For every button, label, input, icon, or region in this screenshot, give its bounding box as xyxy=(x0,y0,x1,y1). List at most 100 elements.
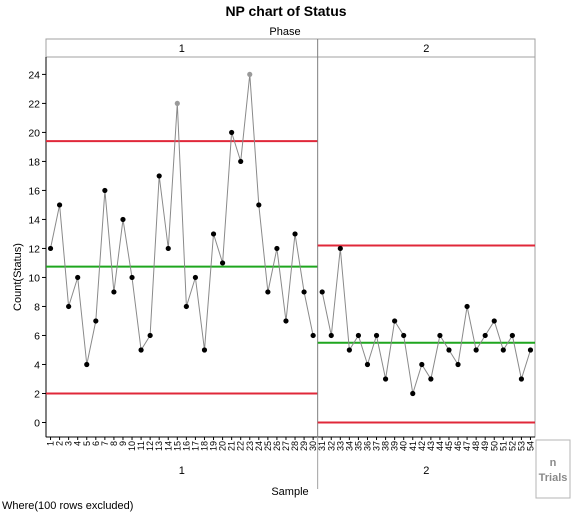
x-tick-label: 38 xyxy=(381,441,391,451)
x-tick-label: 19 xyxy=(209,441,219,451)
data-point xyxy=(337,245,343,252)
x-tick-label: 34 xyxy=(344,441,354,451)
phase-header-label: 2 xyxy=(423,43,429,55)
data-point xyxy=(84,361,90,368)
phase-axis-label: 2 xyxy=(423,465,429,477)
n-trials-box xyxy=(535,439,571,499)
data-point xyxy=(256,202,262,208)
x-tick-label: 1 xyxy=(46,441,56,446)
y-tick-label: 22 xyxy=(28,98,40,110)
x-tick-label: 48 xyxy=(471,441,481,451)
x-axis-label: Sample xyxy=(271,486,308,498)
data-point xyxy=(301,289,307,295)
x-tick-label: 47 xyxy=(462,441,472,451)
x-tick-label: 32 xyxy=(326,441,336,451)
x-tick-label: 15 xyxy=(172,441,182,451)
data-point xyxy=(219,260,226,266)
data-point xyxy=(201,347,208,353)
data-point xyxy=(47,245,54,252)
data-point xyxy=(473,347,479,353)
data-point xyxy=(292,231,298,237)
data-point xyxy=(310,332,316,339)
y-tick-label: 8 xyxy=(34,301,40,313)
data-point xyxy=(419,361,425,368)
x-tick-label: 20 xyxy=(218,441,228,451)
data-point xyxy=(183,303,189,310)
data-point xyxy=(428,376,434,382)
y-tick-label: 10 xyxy=(28,272,40,284)
data-point xyxy=(66,303,72,310)
x-tick-label: 51 xyxy=(498,441,508,451)
data-point xyxy=(129,274,135,281)
data-point xyxy=(274,245,280,252)
group-title: Phase xyxy=(269,26,300,38)
x-tick-label: 37 xyxy=(372,441,382,451)
x-tick-label: 7 xyxy=(100,441,110,446)
data-point xyxy=(464,303,470,310)
data-point xyxy=(247,71,253,78)
data-point xyxy=(147,332,153,339)
x-tick-label: 54 xyxy=(526,441,536,451)
data-point xyxy=(401,332,407,339)
x-tick-label: 5 xyxy=(82,441,92,446)
x-tick-label: 6 xyxy=(91,441,101,446)
x-tick-label: 33 xyxy=(335,441,345,451)
data-point xyxy=(527,347,534,353)
data-point xyxy=(229,129,235,136)
x-tick-label: 14 xyxy=(163,441,173,451)
x-tick-label: 22 xyxy=(236,441,246,451)
data-point xyxy=(518,376,525,382)
data-point xyxy=(156,173,162,179)
data-point xyxy=(56,202,63,208)
data-point xyxy=(120,216,126,223)
x-tick-label: 29 xyxy=(299,441,309,451)
data-point xyxy=(111,289,117,295)
x-tick-label: 2 xyxy=(55,441,65,446)
y-tick-label: 2 xyxy=(34,388,40,400)
x-tick-label: 49 xyxy=(480,441,490,451)
x-tick-label: 36 xyxy=(363,441,373,451)
y-tick-label: 18 xyxy=(28,156,40,168)
y-tick-label: 4 xyxy=(34,359,40,371)
x-tick-label: 11 xyxy=(136,441,146,450)
x-tick-label: 31 xyxy=(317,441,327,451)
phase-axis-label: 1 xyxy=(179,465,185,477)
x-tick-label: 43 xyxy=(426,441,436,451)
data-point xyxy=(238,158,244,165)
y-tick-label: 12 xyxy=(28,243,40,255)
x-tick-label: 30 xyxy=(308,441,318,451)
y-axis-label: Count(Status) xyxy=(12,243,24,311)
data-point xyxy=(437,332,443,339)
data-point xyxy=(355,332,362,339)
x-tick-label: 23 xyxy=(245,441,255,451)
n-trials-label-n: n xyxy=(550,457,557,469)
data-point xyxy=(482,332,488,339)
y-tick-label: 24 xyxy=(28,69,40,81)
x-tick-label: 21 xyxy=(227,441,237,451)
data-point xyxy=(364,361,371,368)
data-point xyxy=(500,347,506,353)
phase-header-strip xyxy=(45,38,536,58)
x-tick-label: 25 xyxy=(263,441,273,451)
data-point xyxy=(265,289,271,295)
data-point xyxy=(346,347,352,353)
x-tick-label: 12 xyxy=(145,441,155,451)
x-tick-label: 41 xyxy=(408,441,418,451)
x-tick-label: 4 xyxy=(73,441,83,446)
x-tick-label: 17 xyxy=(190,441,200,451)
chart-title: NP chart of Status xyxy=(225,3,346,19)
x-tick-label: 27 xyxy=(281,441,291,451)
x-tick-label: 24 xyxy=(254,441,264,451)
x-tick-label: 26 xyxy=(272,441,282,451)
data-point xyxy=(192,274,199,281)
x-tick-label: 45 xyxy=(444,441,454,451)
x-tick-label: 16 xyxy=(181,441,191,451)
data-point xyxy=(509,332,515,339)
x-tick-label: 10 xyxy=(127,441,137,451)
data-point xyxy=(382,376,389,382)
data-point xyxy=(75,274,81,281)
data-point xyxy=(373,332,380,339)
x-tick-label: 18 xyxy=(200,441,210,451)
